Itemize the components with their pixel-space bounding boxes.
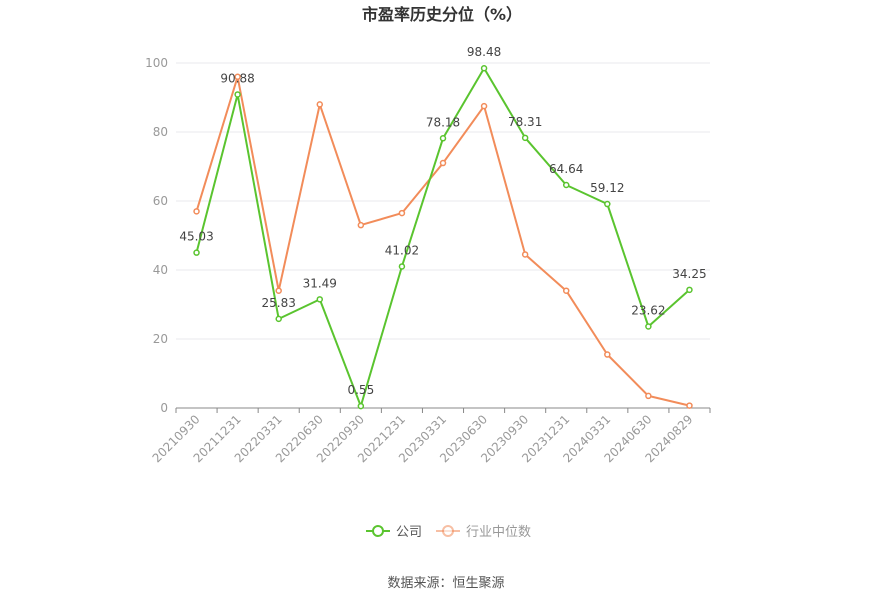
- data-point-0: [439, 135, 447, 142]
- data-point-1: [275, 287, 282, 294]
- data-label: 0.55: [347, 383, 374, 397]
- data-point-1: [234, 73, 241, 81]
- data-label: 45.03: [179, 230, 213, 244]
- y-tick-label: 60: [153, 194, 168, 208]
- y-tick-label: 80: [153, 125, 168, 139]
- data-point-1: [521, 251, 529, 258]
- data-point-1: [193, 208, 200, 215]
- legend: 公司 行业中位数: [366, 525, 531, 540]
- data-point-0: [645, 323, 652, 330]
- y-tick-label: 0: [160, 401, 168, 415]
- legend-label[interactable]: 公司: [396, 525, 422, 540]
- legend-swatch-marker: [372, 525, 384, 537]
- data-label: 64.64: [549, 162, 583, 176]
- data-point-0: [357, 402, 365, 410]
- y-tick-label: 40: [153, 263, 168, 277]
- data-labels: 45.03 90.88 25.83 31.49 0.55 41.02 78.18 98.48 7…: [179, 45, 706, 397]
- data-label: 78.31: [508, 115, 542, 129]
- chart-title: 市盈率历史分位（%）: [362, 5, 522, 24]
- data-point-0: [686, 286, 693, 294]
- data-point-0: [316, 296, 324, 303]
- data-label: 90.88: [220, 71, 254, 85]
- grid: [176, 62, 710, 340]
- data-point-1: [398, 209, 406, 217]
- data-label: 34.25: [672, 267, 706, 281]
- data-point-0: [193, 249, 200, 256]
- data-label: 41.02: [385, 243, 419, 257]
- data-point-1: [480, 102, 488, 110]
- data-point-0: [521, 134, 529, 142]
- data-point-1: [316, 101, 324, 108]
- y-tick-label: 100: [145, 56, 168, 70]
- series-layer: [193, 64, 693, 410]
- data-label: 23.62: [631, 304, 665, 318]
- data-label: 78.18: [426, 115, 460, 129]
- data-point-1: [686, 402, 693, 409]
- data-point-1: [357, 221, 365, 229]
- data-point-0: [604, 200, 611, 208]
- data-point-0: [398, 263, 406, 270]
- data-point-1: [604, 351, 611, 358]
- data-label: 25.83: [262, 296, 296, 310]
- legend-label[interactable]: 行业中位数: [466, 525, 531, 540]
- data-point-0: [275, 315, 282, 323]
- data-label: 59.12: [590, 181, 624, 195]
- data-label: 31.49: [303, 276, 337, 290]
- data-point-1: [439, 159, 447, 167]
- data-point-0: [480, 64, 488, 72]
- data-label: 98.48: [467, 45, 501, 59]
- legend-swatch-marker: [442, 525, 454, 537]
- source-note: 数据来源：恒生聚源: [387, 576, 504, 591]
- data-point-0: [234, 91, 241, 98]
- data-point-1: [645, 392, 652, 400]
- y-tick-label: 20: [153, 332, 168, 346]
- data-point-0: [562, 181, 570, 189]
- data-point-1: [562, 287, 570, 294]
